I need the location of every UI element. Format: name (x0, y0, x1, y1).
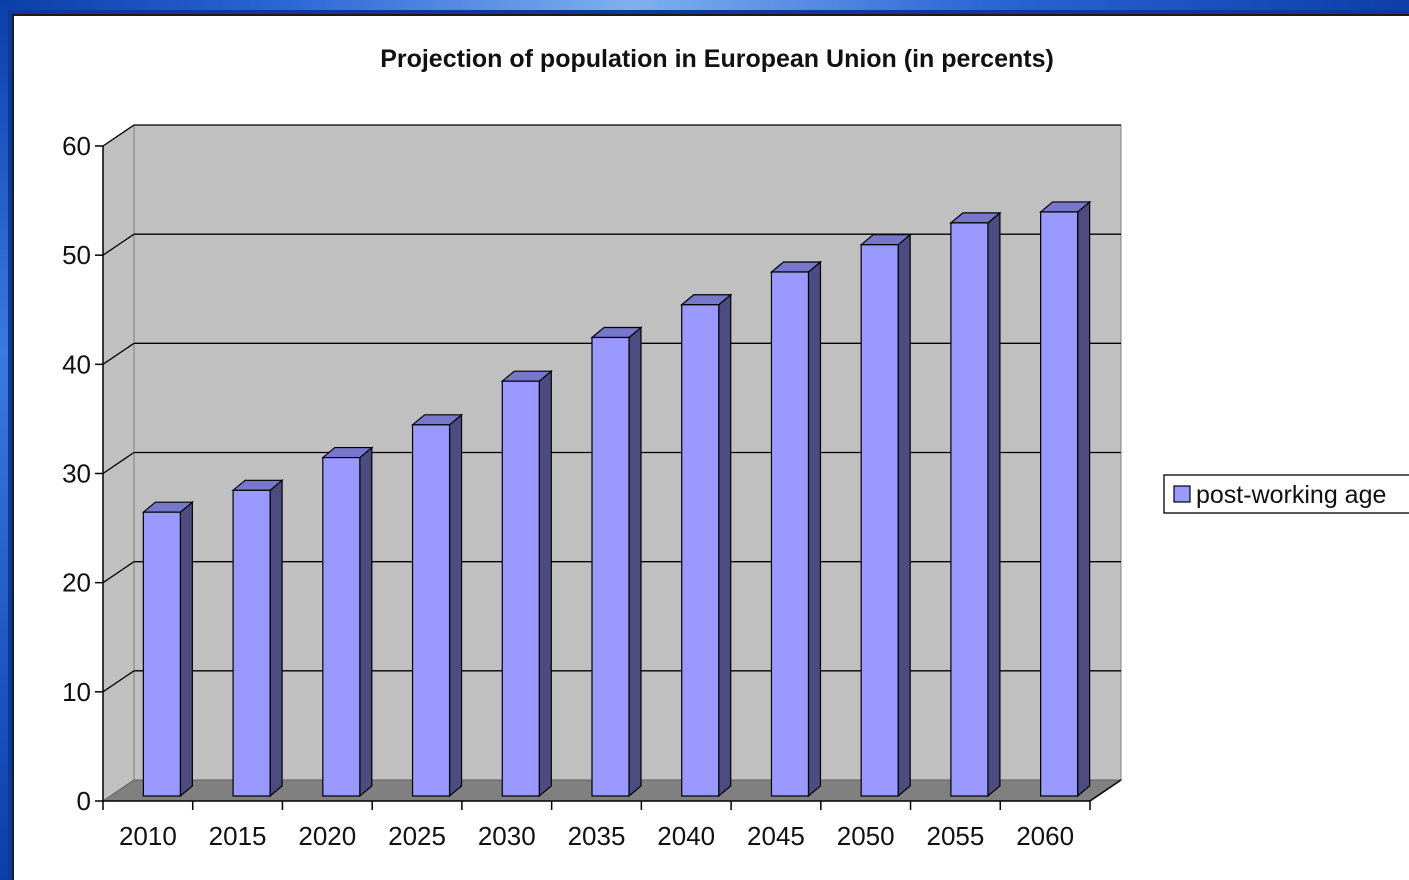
gridline-side (102, 124, 135, 147)
bar-front (770, 271, 810, 797)
x-tick-label: 2045 (747, 821, 805, 851)
chart-title: Projection of population in European Uni… (380, 45, 1054, 73)
x-tick-label: 2020 (298, 821, 356, 851)
bar-front (232, 489, 271, 797)
bar-front (142, 511, 181, 797)
y-tick-label: 20 (62, 568, 91, 598)
bar (859, 233, 912, 798)
gridline-side (102, 561, 135, 584)
bar (231, 479, 284, 798)
bar-side (538, 369, 552, 798)
x-tick-label: 2010 (119, 821, 177, 851)
bar-side (359, 446, 373, 798)
bar-side (897, 233, 911, 798)
x-axis: 2010 2015 2020 2025 2030 2035 2040 2045 2050 2055… (102, 779, 1122, 851)
bar-side (807, 260, 822, 798)
slide-frame-left (0, 0, 8, 880)
x-tick-label: 2050 (837, 821, 895, 851)
bar-front (860, 244, 899, 797)
legend: post-working age (1163, 474, 1409, 514)
y-tick-label: 30 (62, 459, 91, 489)
bar (590, 326, 643, 798)
bar-front (950, 222, 989, 797)
y-tick-label: 60 (62, 131, 91, 161)
y-tick-label: 40 (62, 349, 91, 379)
bar-front (591, 336, 630, 797)
bar (949, 211, 1002, 798)
y-tick-label: 50 (62, 240, 91, 270)
y-axis: 0 10 20 30 40 50 60 (62, 131, 104, 816)
bar (500, 369, 553, 798)
bar-side (448, 413, 463, 798)
x-tick-label: 2015 (209, 821, 267, 851)
x-tick-label: 2040 (657, 821, 715, 851)
x-tick-label: 2025 (388, 821, 446, 851)
bar-side (987, 211, 1001, 798)
bar-front (681, 304, 720, 797)
x-tick-label: 2060 (1016, 821, 1074, 851)
x-axis-end (1089, 779, 1122, 802)
bar-side (269, 479, 283, 798)
x-tick-label: 2035 (568, 821, 626, 851)
bar (410, 413, 464, 798)
gridline-side (102, 342, 135, 365)
bar-side (628, 326, 642, 798)
legend-swatch (1173, 485, 1191, 503)
bar (141, 500, 195, 798)
y-tick-label: 0 (77, 786, 91, 816)
bar-side (179, 500, 193, 798)
bar-side (1077, 200, 1091, 798)
bar-front (322, 456, 361, 797)
bar-front (501, 380, 540, 797)
bars (141, 200, 1092, 798)
bar (680, 293, 733, 798)
gridline-side (102, 670, 135, 693)
legend-box (1163, 474, 1409, 514)
bar (1038, 200, 1092, 798)
legend-label: post-working age (1196, 481, 1386, 509)
bar (769, 260, 823, 798)
y-tick-label: 10 (62, 677, 91, 707)
bar-front (1040, 211, 1079, 797)
gridline-side (102, 233, 135, 256)
x-tick-label: 2030 (478, 821, 536, 851)
x-tick-label: 2055 (926, 821, 984, 851)
bar-front (411, 424, 451, 797)
bar (321, 446, 374, 798)
gridline-side (102, 451, 135, 475)
bar-side (718, 293, 732, 798)
slide-frame-top (0, 0, 1409, 10)
